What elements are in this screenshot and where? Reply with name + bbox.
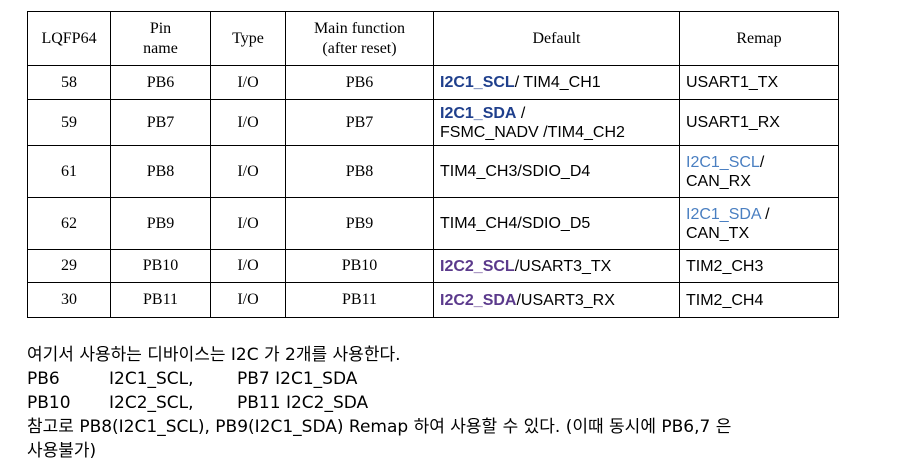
remap-line1: I2C1_SCL/: [686, 153, 832, 172]
cell-pin: PB7: [110, 99, 211, 146]
header-default: Default: [433, 11, 680, 66]
note-i2c2-pins: PB10 I2C2_SCL, PB11 I2C2_SDA: [27, 391, 907, 415]
cell-lqfp: 29: [27, 249, 111, 283]
remap-highlight: I2C1_SDA: [686, 205, 761, 223]
table-row: 58 PB6 I/O PB6 I2C1_SCL/ TIM4_CH1 USART1…: [27, 65, 839, 100]
cell-default: TIM4_CH3/SDIO_D4: [433, 145, 680, 198]
table-row: 29 PB10 I/O PB10 I2C2_SCL/USART3_TX TIM2…: [27, 249, 839, 283]
note-pin-c: PB7 I2C1_SDA: [237, 369, 358, 389]
table-header-row: LQFP64 Pin name Type Main function (afte…: [27, 11, 839, 66]
remap-line1: I2C1_SDA /: [686, 205, 832, 224]
header-main-function: Main function (after reset): [285, 11, 434, 66]
header-pin-name-line2: name: [143, 39, 178, 57]
cell-default: I2C2_SCL/USART3_TX: [433, 249, 680, 283]
header-remap: Remap: [679, 11, 839, 66]
default-highlight: I2C1_SCL: [440, 74, 515, 91]
cell-type: I/O: [210, 99, 286, 146]
cell-main: PB7: [285, 99, 434, 146]
default-rest: / TIM4_CH1: [514, 74, 601, 91]
default-rest: /USART3_TX: [514, 257, 612, 275]
default-line1: I2C1_SDA /: [440, 104, 673, 123]
cell-remap: I2C1_SCL/ CAN_RX: [679, 145, 839, 198]
header-pin-name: Pin name: [110, 11, 211, 66]
default-rest: /: [516, 104, 526, 122]
note-pin-c: PB11 I2C2_SDA: [237, 393, 369, 413]
cell-default: I2C1_SDA / FSMC_NADV /TIM4_CH2: [433, 99, 680, 146]
table-row: 61 PB8 I/O PB8 TIM4_CH3/SDIO_D4 I2C1_SCL…: [27, 145, 839, 198]
header-main-line2: (after reset): [322, 39, 397, 57]
default-line2: FSMC_NADV /TIM4_CH2: [440, 123, 625, 141]
note-pin-a: PB6: [27, 369, 60, 389]
cell-main: PB11: [285, 282, 434, 318]
cell-lqfp: 59: [27, 99, 111, 146]
cell-main: PB8: [285, 145, 434, 198]
cell-lqfp: 61: [27, 145, 111, 198]
cell-type: I/O: [210, 145, 286, 198]
default-highlight: I2C1_SDA: [440, 104, 517, 122]
cell-main: PB10: [285, 249, 434, 283]
note-i2c1-pins: PB6 I2C1_SCL, PB7 I2C1_SDA: [27, 367, 907, 391]
cell-pin: PB9: [110, 197, 211, 250]
note-intro: 여기서 사용하는 디바이스는 I2C 가 2개를 사용한다.: [27, 345, 401, 365]
remap-rest: /: [759, 153, 765, 171]
pin-table: LQFP64 Pin name Type Main function (afte…: [27, 11, 839, 318]
table-row: 30 PB11 I/O PB11 I2C2_SDA/USART3_RX TIM2…: [27, 282, 839, 318]
cell-pin: PB6: [110, 65, 211, 100]
cell-type: I/O: [210, 282, 286, 318]
cell-remap: USART1_TX: [679, 65, 839, 100]
table-row: 62 PB9 I/O PB9 TIM4_CH4/SDIO_D5 I2C1_SDA…: [27, 197, 839, 250]
note-remap: 참고로 PB8(I2C1_SCL), PB9(I2C1_SDA) Remap 하…: [27, 417, 732, 437]
remap-rest: /: [760, 205, 770, 223]
cell-remap: USART1_RX: [679, 99, 839, 146]
remap-line2: CAN_RX: [686, 172, 751, 190]
cell-type: I/O: [210, 65, 286, 100]
header-lqfp: LQFP64: [27, 11, 111, 66]
default-rest: /USART3_RX: [516, 291, 615, 309]
header-pin-name-line1: Pin: [149, 19, 172, 37]
cell-type: I/O: [210, 249, 286, 283]
cell-main: PB9: [285, 197, 434, 250]
note-pin-a: PB10: [27, 393, 71, 413]
note-pin-b: I2C2_SCL,: [109, 393, 194, 413]
cell-lqfp: 62: [27, 197, 111, 250]
cell-remap: I2C1_SDA / CAN_TX: [679, 197, 839, 250]
header-main-line1: Main function: [313, 19, 406, 37]
cell-type: I/O: [210, 197, 286, 250]
remap-highlight: I2C1_SCL: [686, 153, 760, 171]
cell-main: PB6: [285, 65, 434, 100]
default-highlight: I2C2_SCL: [440, 257, 515, 275]
remap-line2: CAN_TX: [686, 224, 750, 242]
cell-pin: PB10: [110, 249, 211, 283]
note-remap-cont: 사용불가): [27, 441, 97, 461]
cell-pin: PB11: [110, 282, 211, 318]
cell-remap: TIM2_CH3: [679, 249, 839, 283]
table-row: 59 PB7 I/O PB7 I2C1_SDA / FSMC_NADV /TIM…: [27, 99, 839, 146]
default-highlight: I2C2_SDA: [440, 291, 517, 309]
cell-default: TIM4_CH4/SDIO_D5: [433, 197, 680, 250]
note-pin-b: I2C1_SCL,: [109, 369, 194, 389]
cell-pin: PB8: [110, 145, 211, 198]
cell-default: I2C1_SCL/ TIM4_CH1: [433, 65, 680, 100]
cell-default: I2C2_SDA/USART3_RX: [433, 282, 680, 318]
cell-remap: TIM2_CH4: [679, 282, 839, 318]
notes-section: 여기서 사용하는 디바이스는 I2C 가 2개를 사용한다. PB6 I2C1_S…: [27, 343, 907, 463]
cell-lqfp: 30: [27, 282, 111, 318]
cell-lqfp: 58: [27, 65, 111, 100]
header-type: Type: [210, 11, 286, 66]
